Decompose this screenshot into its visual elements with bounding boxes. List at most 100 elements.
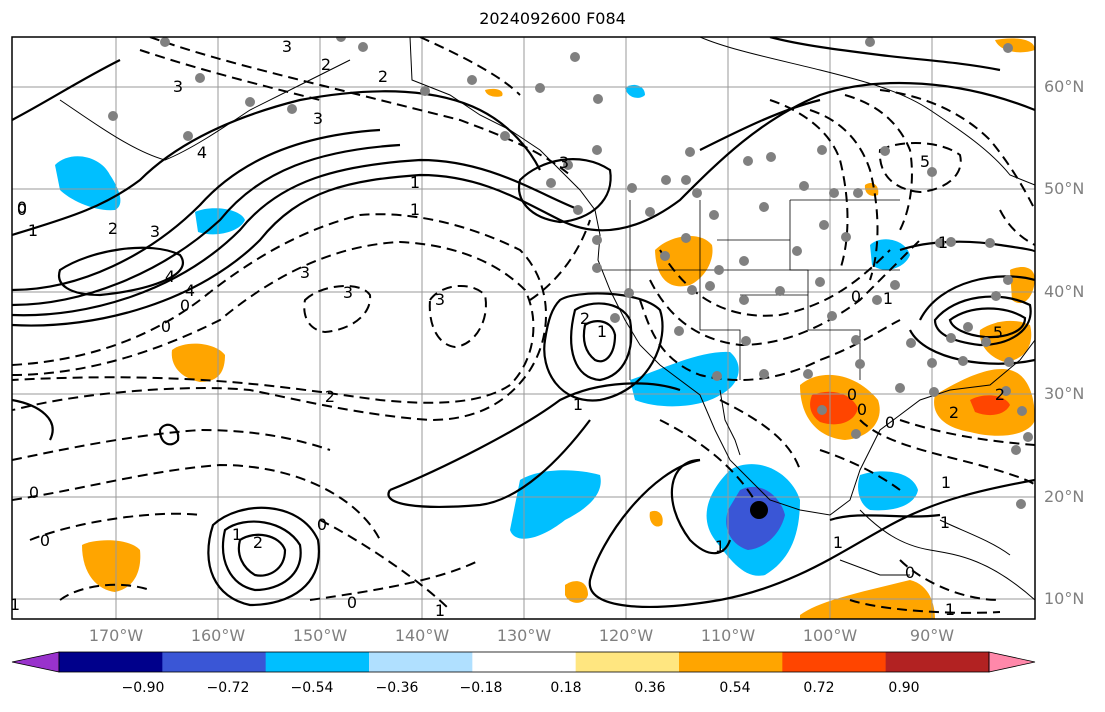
- lat-label: 20°N: [1044, 487, 1085, 506]
- contour-label: 0: [17, 200, 27, 219]
- contour-label: 1: [410, 173, 420, 192]
- dark-blue-shading: [726, 486, 785, 550]
- lon-label: 100°W: [802, 626, 858, 645]
- contour-label: 1: [833, 533, 843, 552]
- shading-layer: [55, 38, 1035, 619]
- orange-shading: [1010, 267, 1035, 304]
- contour-label: 1: [940, 513, 950, 532]
- blue-shading: [858, 471, 918, 511]
- contour-label: 1: [10, 595, 20, 614]
- contour-label: 3: [282, 37, 292, 56]
- colorbar-extend-high: [988, 651, 1036, 673]
- contour-label: 1: [410, 200, 420, 219]
- colorbar-tick-label: 0.54: [719, 680, 751, 696]
- blue-shading: [630, 351, 739, 407]
- contour-label: 1: [597, 322, 607, 341]
- gridlines: [12, 37, 1035, 619]
- contour-label: 2: [378, 67, 388, 86]
- orange-shading: [649, 510, 663, 527]
- contour-label: 1: [715, 537, 725, 556]
- lon-label: 140°W: [394, 626, 450, 645]
- colorbar-segment: [369, 652, 473, 672]
- contour-label: 4: [197, 143, 207, 162]
- contour-label: 0: [29, 483, 39, 502]
- map-frame: [11, 36, 1036, 620]
- contour-label: 4: [165, 267, 175, 286]
- blue-shading: [625, 84, 645, 98]
- contour-label: 2: [325, 387, 335, 406]
- colorbar-extend-low: [11, 651, 60, 673]
- lat-label: 60°N: [1044, 77, 1085, 96]
- colorbar-tick-label: −0.36: [375, 680, 419, 696]
- lat-label: 10°N: [1044, 589, 1085, 608]
- contour-label: 3: [343, 283, 353, 302]
- colorbar-tick-label: 0.72: [803, 680, 835, 696]
- contour-label: 2: [253, 533, 263, 552]
- lat-label: 50°N: [1044, 179, 1085, 198]
- colorbar-segment: [59, 652, 163, 672]
- lon-label: 130°W: [496, 626, 552, 645]
- contours-solid: [12, 37, 1035, 608]
- contour-label: 0: [847, 385, 857, 404]
- contour-label: 1: [573, 395, 583, 414]
- contour-label: 1: [883, 289, 893, 308]
- contour-label: 1: [435, 601, 445, 620]
- contour-label: 4: [185, 281, 195, 300]
- colorbar-tick-label: −0.18: [459, 680, 503, 696]
- red-shading: [810, 391, 858, 425]
- lon-label: 160°W: [190, 626, 246, 645]
- contour-label: 1: [28, 221, 38, 240]
- colorbar-segment: [679, 652, 783, 672]
- colorbar-tick-label: 0.18: [550, 680, 582, 696]
- contour-label: 1: [938, 233, 948, 252]
- orange-shading: [485, 88, 503, 97]
- contour-label: 0: [851, 287, 861, 306]
- colorbar-segment: [575, 652, 680, 672]
- orange-shading: [995, 38, 1035, 53]
- storm-center-marker: [750, 501, 768, 519]
- contour-label: 0: [180, 296, 190, 315]
- contour-label: 2: [108, 219, 118, 238]
- contour-label: 5: [993, 323, 1003, 342]
- red-shading: [970, 395, 1010, 416]
- contour-label: 1: [941, 473, 951, 492]
- colorbar-tick-label: −0.54: [290, 680, 334, 696]
- colorbar-tick-label: 0.90: [888, 680, 920, 696]
- contours-dashed: [12, 37, 1035, 614]
- coastlines: [59, 37, 1035, 601]
- colorbar-segment: [472, 652, 577, 672]
- contour-label: 1: [232, 525, 242, 544]
- contour-label: 2: [995, 385, 1005, 404]
- orange-shading: [565, 581, 588, 603]
- lat-label: 40°N: [1044, 282, 1085, 301]
- contour-label: 2: [949, 403, 959, 422]
- colorbar-segment: [885, 652, 990, 672]
- lon-label: 120°W: [598, 626, 654, 645]
- contour-label: 3: [300, 263, 310, 282]
- contour-label: 3: [173, 77, 183, 96]
- colorbar-tick-label: −0.90: [121, 680, 165, 696]
- contour-label: 2: [321, 55, 331, 74]
- lon-label: 110°W: [700, 626, 756, 645]
- orange-shading: [82, 540, 141, 592]
- contour-label: 2: [580, 309, 590, 328]
- lon-label: 150°W: [292, 626, 348, 645]
- contour-label: 3: [559, 153, 569, 172]
- contour-label: 0: [885, 413, 895, 432]
- contour-label: 0: [17, 198, 27, 217]
- contour-label: 1: [945, 600, 955, 619]
- colorbar-segment: [782, 652, 887, 672]
- contour-label: 0: [40, 531, 50, 550]
- lon-label: 90°W: [909, 626, 955, 645]
- colorbar-outline: [58, 651, 990, 673]
- colorbar-segment: [265, 652, 370, 672]
- blue-shading: [870, 239, 910, 270]
- contour-label: 0: [905, 563, 915, 582]
- orange-shading: [655, 235, 713, 287]
- contour-label: 0: [161, 317, 171, 336]
- contour-label: 3: [435, 290, 445, 309]
- contour-label: 0: [317, 515, 327, 534]
- contour-label: 5: [920, 152, 930, 171]
